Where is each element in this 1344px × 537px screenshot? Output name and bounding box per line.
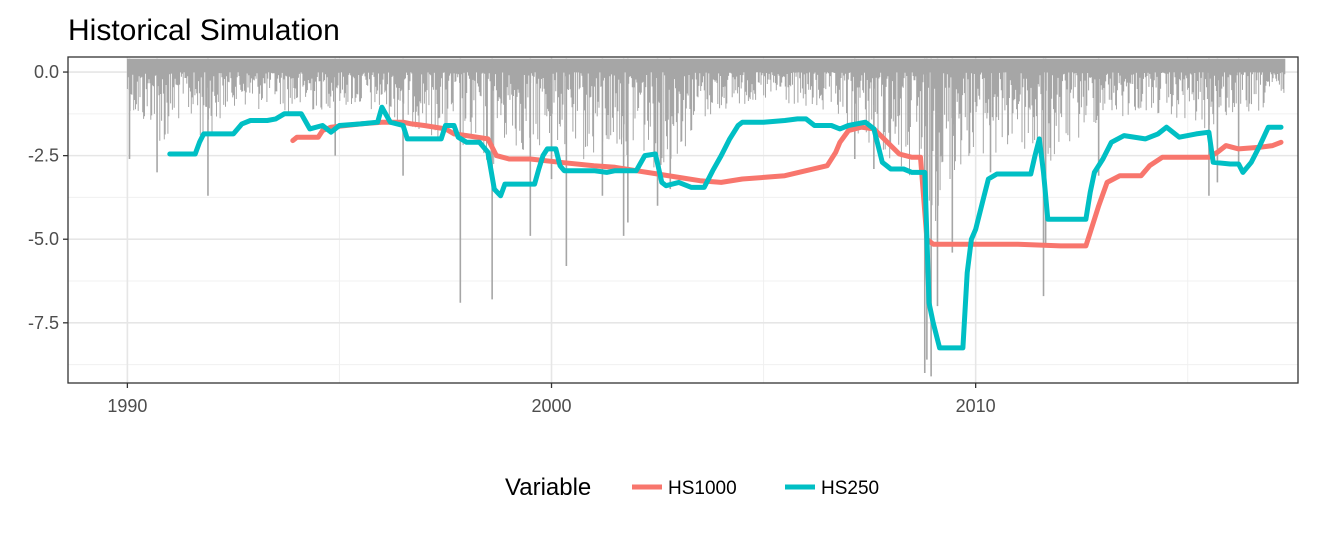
y-tick-label: 0.0 [34,62,59,82]
y-tick-label: -7.5 [28,313,59,333]
plot-panel [67,56,1299,384]
legend: Variable HS1000 HS250 [505,474,879,501]
x-tick-label: 2000 [531,396,571,416]
legend-title: Variable [505,474,591,501]
x-tick-label: 2010 [956,396,996,416]
x-tick-label: 1990 [107,396,147,416]
returns-bars [126,58,1286,221]
axis-ticks: 0.0 -2.5 -5.0 -7.5 1990 2000 2010 [28,62,996,416]
series-line-hs250 [167,104,1284,351]
y-tick-label: -2.5 [28,146,59,166]
chart-title: Historical Simulation [68,14,340,47]
legend-label-hs250: HS250 [821,478,879,499]
legend-label-hs1000: HS1000 [668,478,737,499]
panel-border [67,56,1299,384]
y-tick-label: -5.0 [28,229,59,249]
